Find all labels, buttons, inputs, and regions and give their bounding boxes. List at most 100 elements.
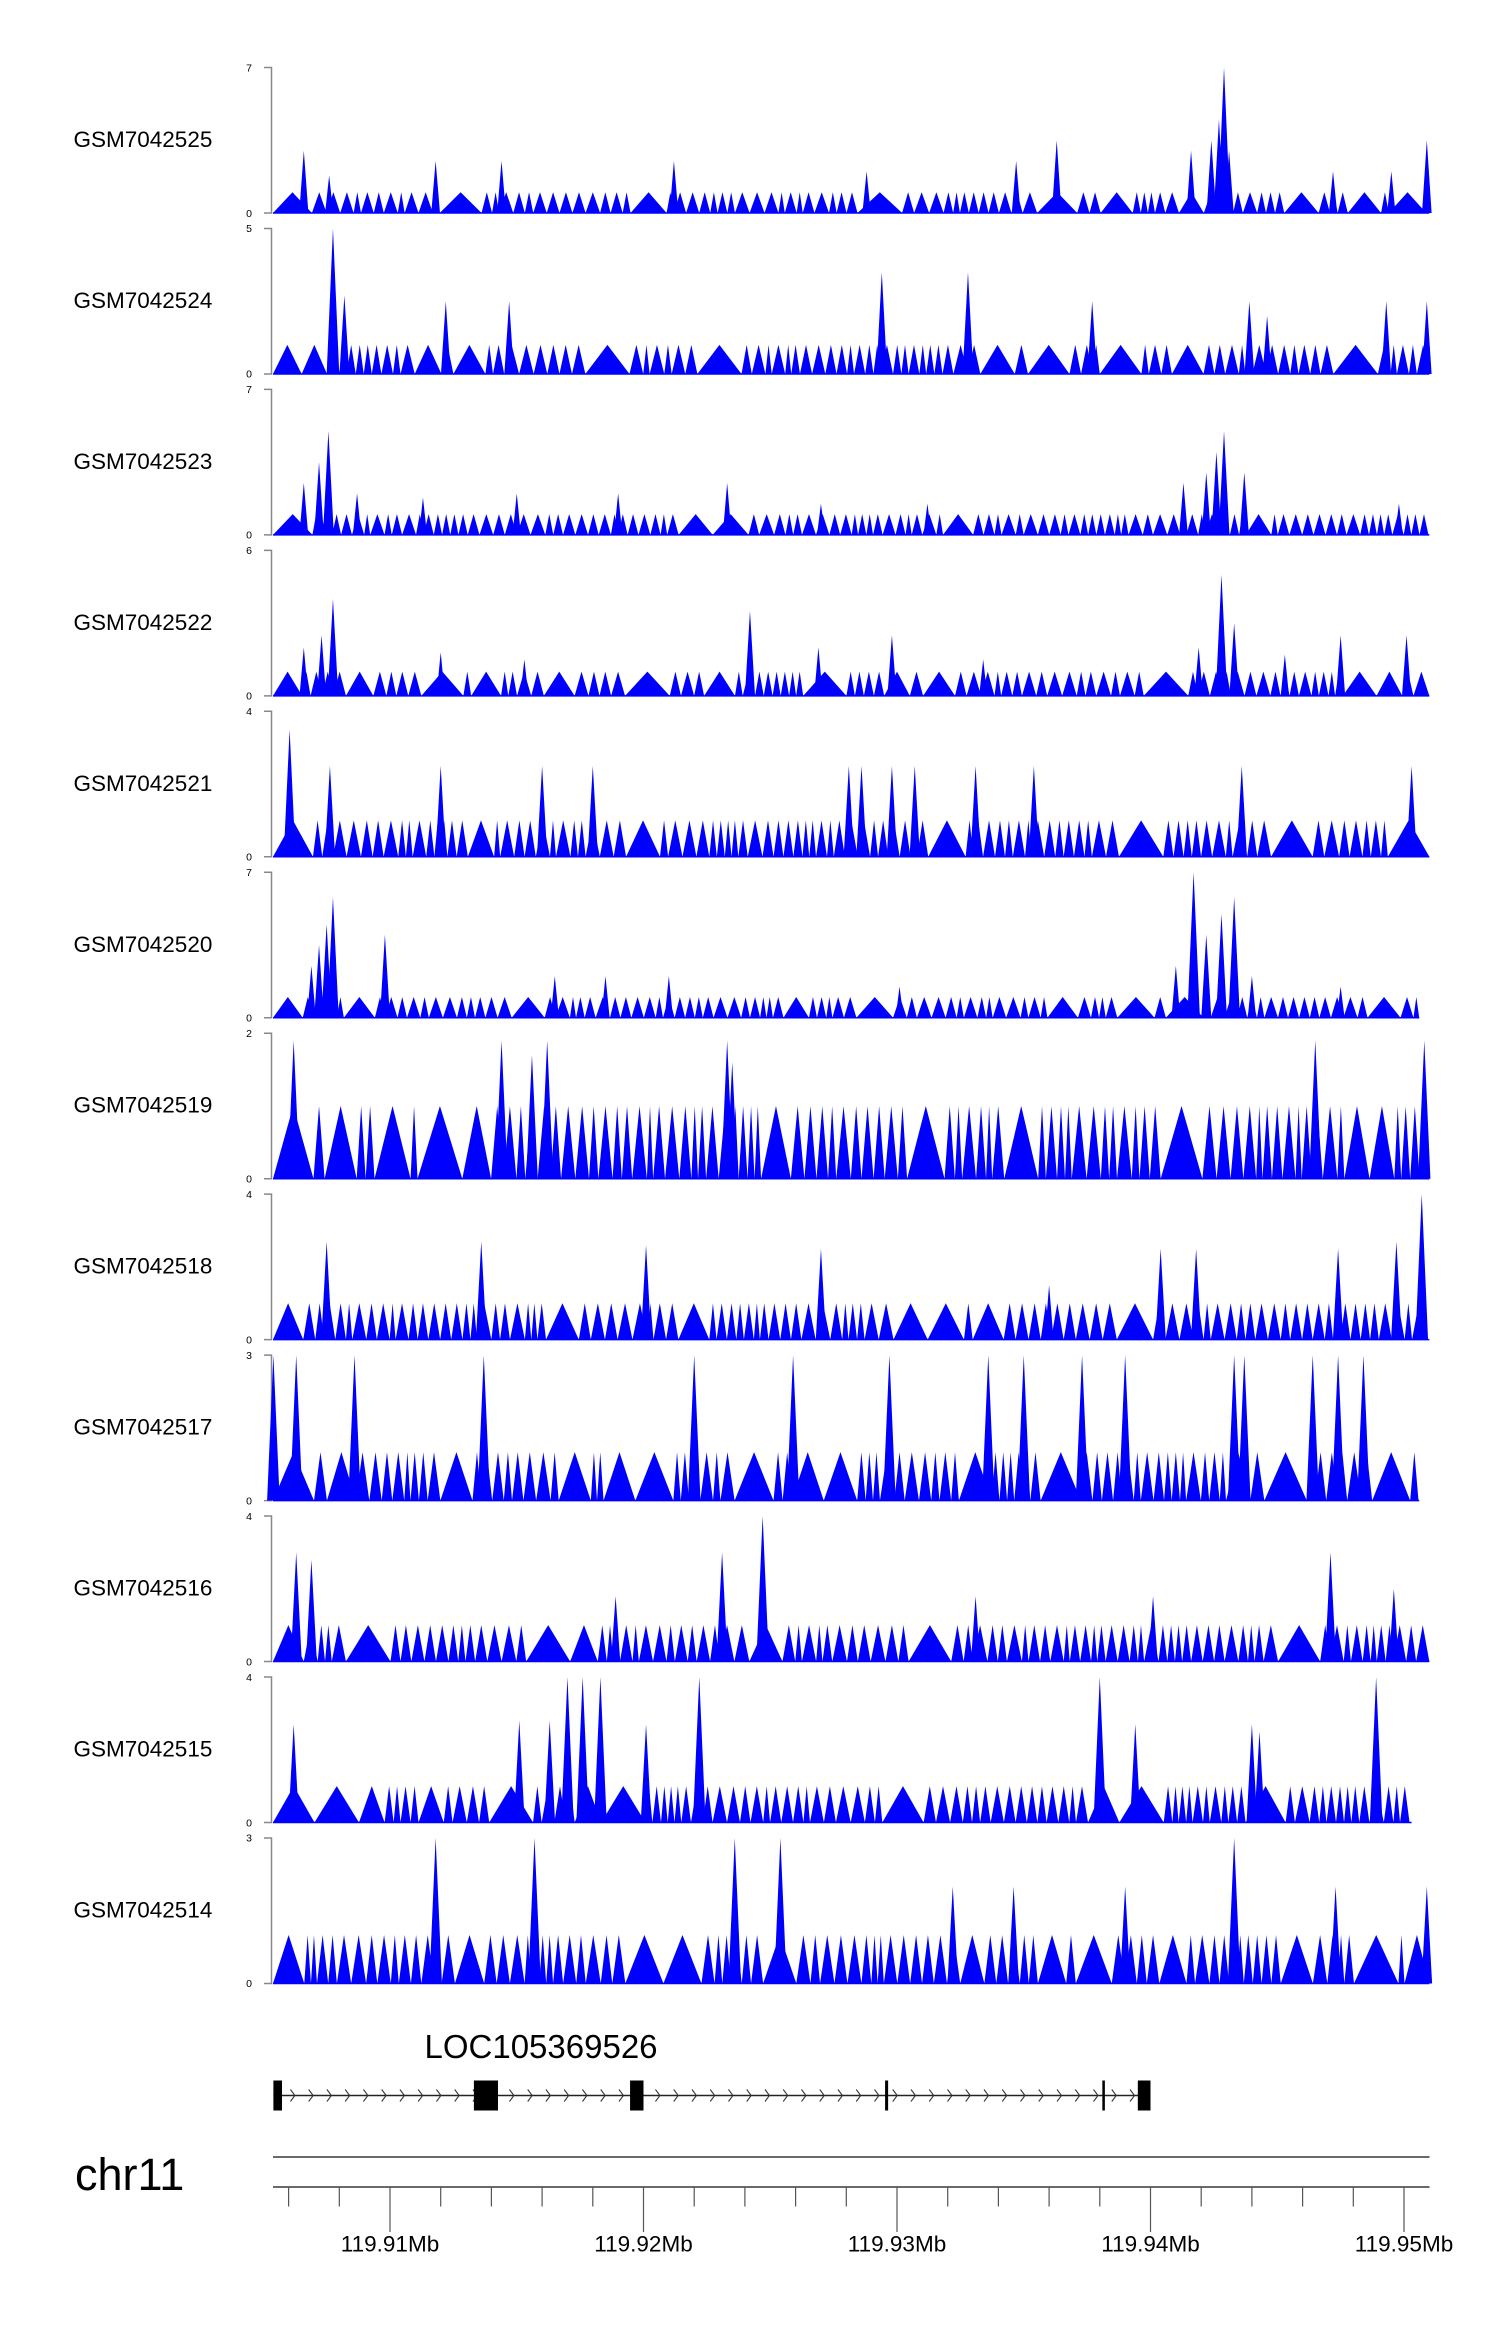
coverage-peak (267, 1355, 280, 1501)
coverage-peak (576, 1677, 589, 1823)
coverage-segment (1278, 344, 1291, 374)
coverage-segment (1165, 1303, 1180, 1340)
coverage-segment (1344, 1934, 1354, 1984)
coverage-segment (1069, 1786, 1076, 1823)
coverage-segment (1121, 514, 1129, 535)
coverage-segment (1143, 671, 1189, 696)
coverage-segment (570, 1625, 598, 1662)
exon (885, 2080, 889, 2111)
coverage-segment (418, 1452, 428, 1501)
coverage-segment (336, 996, 344, 1018)
coverage-segment (793, 1786, 804, 1823)
coverage-segment (462, 1303, 471, 1340)
coverage-peak (1187, 872, 1200, 1018)
coverage-segment (1073, 820, 1085, 857)
coverage-segment (1362, 820, 1371, 857)
coverage-segment (1401, 1105, 1411, 1179)
coverage-segment (850, 1786, 865, 1823)
coverage-segment (456, 820, 468, 857)
track-label: GSM7042521 (74, 771, 213, 796)
coverage-peak (1201, 934, 1212, 1018)
coverage-segment (407, 996, 421, 1018)
coverage-segment (734, 1625, 750, 1662)
coverage-segment (927, 1303, 964, 1340)
coverage-segment (918, 1452, 932, 1501)
coverage-segment (366, 1934, 378, 1984)
coverage-segment (1351, 1786, 1360, 1823)
coverage-segment (1159, 1934, 1187, 1984)
coverage-segment (864, 1786, 875, 1823)
coverage-segment (549, 820, 556, 857)
coverage-segment (803, 671, 847, 696)
coverage-segment (467, 820, 495, 857)
coverage-segment (1350, 1625, 1363, 1662)
coverage-segment (1182, 1625, 1192, 1662)
coverage-segment (440, 1303, 452, 1340)
coverage-peak (550, 976, 559, 1018)
coverage-peak (640, 1724, 652, 1823)
coverage-segment (539, 1934, 547, 1984)
coverage-segment (1339, 820, 1350, 857)
coverage-segment (727, 996, 742, 1018)
coverage-segment (1214, 1625, 1225, 1662)
coverage-segment (452, 1786, 467, 1823)
coverage-segment (643, 344, 650, 374)
coverage-segment (470, 1303, 478, 1340)
coverage-segment (694, 996, 703, 1018)
coverage-segment (1152, 514, 1168, 535)
coverage-segment (963, 1303, 973, 1340)
strand-arrow-icon (673, 2089, 679, 2102)
coverage-segment (1147, 192, 1156, 213)
coverage-segment (1326, 1786, 1337, 1823)
coverage-segment (738, 1105, 748, 1179)
exon (273, 2080, 283, 2111)
strand-arrow-icon (381, 2089, 387, 2102)
y-tick-min: 0 (246, 1334, 252, 1346)
coverage-segment (1102, 1303, 1117, 1340)
coverage-peak (1215, 574, 1228, 696)
coverage-segment (790, 1105, 805, 1179)
coverage-segment (1410, 1105, 1420, 1179)
coverage-segment (333, 820, 347, 857)
coverage-segment (508, 671, 518, 696)
coverage-segment (894, 1452, 905, 1501)
coverage-segment (372, 820, 384, 857)
coverage-segment (978, 192, 989, 213)
coverage-peak (1008, 1886, 1019, 1984)
coverage-segment (992, 1105, 1005, 1179)
coverage-peak (1011, 161, 1021, 213)
coverage-segment (784, 192, 797, 213)
coverage-segment (1099, 996, 1106, 1018)
coverage-segment (643, 996, 656, 1018)
coverage-segment (1174, 1625, 1183, 1662)
coverage-peak (512, 493, 521, 535)
coverage-segment (945, 996, 957, 1018)
track-label: GSM7042514 (74, 1897, 213, 1922)
coverage-segment (1007, 1452, 1015, 1501)
coverage-segment (966, 671, 982, 696)
coverage-segment (1179, 1303, 1194, 1340)
coverage-segment (988, 192, 999, 213)
coverage-segment (1142, 514, 1153, 535)
coverage-peak (887, 635, 897, 696)
track-label: GSM7042522 (74, 610, 213, 635)
coverage-segment (768, 1303, 781, 1340)
coverage-segment (666, 1625, 675, 1662)
coverage-segment (963, 1625, 973, 1662)
coverage-segment (353, 192, 361, 213)
coverage-segment (512, 1452, 524, 1501)
coverage-segment (511, 996, 545, 1018)
coverage-peak (322, 430, 334, 535)
coverage-segment (523, 1452, 537, 1501)
coverage-segment (1312, 820, 1325, 857)
coverage-segment (326, 1452, 356, 1501)
track-GSM7042516: GSM7042516 4 0 (74, 1511, 1430, 1668)
coverage-segment (650, 514, 661, 535)
coverage-segment (877, 1934, 884, 1984)
coverage-segment (822, 1625, 833, 1662)
coverage-segment (679, 1105, 692, 1179)
coverage-segment (904, 1452, 919, 1501)
coverage-segment (1336, 514, 1347, 535)
coverage-segment (911, 514, 923, 535)
